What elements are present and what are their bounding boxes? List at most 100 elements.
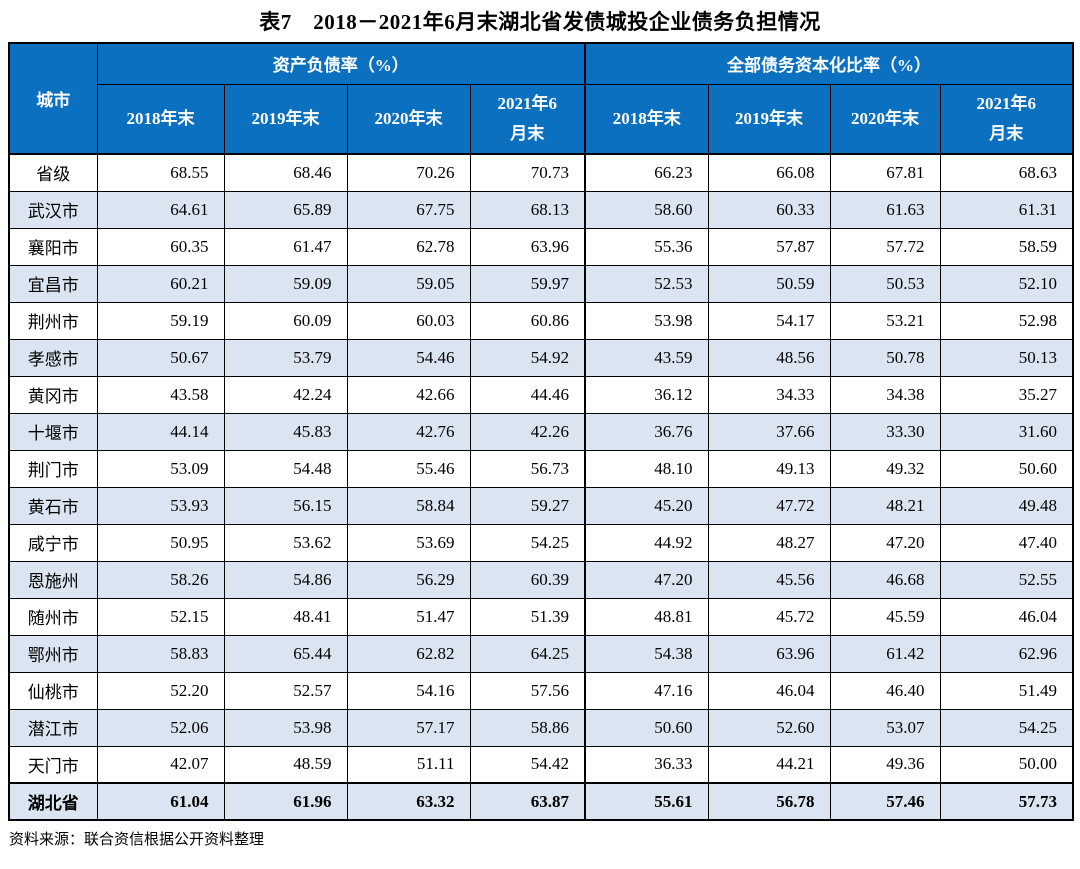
- value-cell: 58.83: [96, 634, 225, 673]
- table-row: 省级 68.55 68.46 70.26 70.73 66.23 66.08 67.81 68.…: [8, 153, 1074, 192]
- value-cell: 36.12: [584, 375, 709, 414]
- value-cell: 51.47: [346, 597, 471, 636]
- value-cell: 54.25: [939, 708, 1074, 747]
- value-cell: 55.36: [584, 227, 709, 266]
- value-cell: 68.13: [469, 190, 586, 229]
- value-cell: 50.95: [96, 523, 225, 562]
- value-cell: 58.84: [346, 486, 471, 525]
- table-row: 荆门市 53.09 54.48 55.46 56.73 48.10 49.13 49.32 50…: [8, 449, 1074, 488]
- value-cell: 60.86: [469, 301, 586, 340]
- value-cell: 53.79: [223, 338, 348, 377]
- value-cell: 36.76: [584, 412, 709, 451]
- value-cell: 65.89: [223, 190, 348, 229]
- year-header-cell: 2019年末: [707, 83, 831, 155]
- debt-burden-table: 城市 资产负债率（%） 全部债务资本化比率（%） 2018年末 2019年末 2…: [8, 42, 1074, 821]
- value-cell: 57.87: [707, 227, 831, 266]
- value-cell: 48.21: [829, 486, 941, 525]
- value-cell: 53.69: [346, 523, 471, 562]
- value-cell: 54.42: [469, 745, 586, 784]
- year-header-cell: 2018年末: [584, 83, 709, 155]
- value-cell: 51.11: [346, 745, 471, 784]
- value-cell: 46.04: [939, 597, 1074, 636]
- value-cell: 44.46: [469, 375, 586, 414]
- table-row: 湖北省 61.04 61.96 63.32 63.87 55.61 56.78 57.46 57…: [8, 782, 1074, 821]
- value-cell: 61.96: [223, 782, 348, 821]
- value-cell: 48.10: [584, 449, 709, 488]
- value-cell: 48.27: [707, 523, 831, 562]
- city-cell: 黄冈市: [8, 375, 98, 414]
- value-cell: 66.08: [707, 153, 831, 192]
- city-cell: 省级: [8, 153, 98, 192]
- value-cell: 53.93: [96, 486, 225, 525]
- table-row: 宜昌市 60.21 59.09 59.05 59.97 52.53 50.59 50.53 52…: [8, 264, 1074, 303]
- value-cell: 36.33: [584, 745, 709, 784]
- year-header-cell: 2021年6 月末: [939, 83, 1074, 155]
- value-cell: 47.20: [584, 560, 709, 599]
- value-cell: 50.59: [707, 264, 831, 303]
- table-title: 表7 2018－2021年6月末湖北省发债城投企业债务负担情况: [259, 10, 821, 34]
- value-cell: 61.47: [223, 227, 348, 266]
- year-header-cell: 2019年末: [223, 83, 348, 155]
- city-cell: 十堰市: [8, 412, 98, 451]
- value-cell: 44.21: [707, 745, 831, 784]
- value-cell: 54.92: [469, 338, 586, 377]
- value-cell: 42.76: [346, 412, 471, 451]
- value-cell: 56.15: [223, 486, 348, 525]
- value-cell: 54.48: [223, 449, 348, 488]
- value-cell: 58.59: [939, 227, 1074, 266]
- table-row: 武汉市 64.61 65.89 67.75 68.13 58.60 60.33 61.63 61…: [8, 190, 1074, 229]
- city-cell: 鄂州市: [8, 634, 98, 673]
- value-cell: 52.20: [96, 671, 225, 710]
- table-header: 城市 资产负债率（%） 全部债务资本化比率（%） 2018年末 2019年末 2…: [8, 42, 1074, 155]
- city-header-cell: 城市: [8, 42, 98, 155]
- value-cell: 58.26: [96, 560, 225, 599]
- city-cell: 宜昌市: [8, 264, 98, 303]
- value-cell: 59.19: [96, 301, 225, 340]
- value-cell: 42.66: [346, 375, 471, 414]
- value-cell: 63.87: [469, 782, 586, 821]
- value-cell: 59.27: [469, 486, 586, 525]
- city-cell: 湖北省: [8, 782, 98, 821]
- value-cell: 64.25: [469, 634, 586, 673]
- value-cell: 63.96: [707, 634, 831, 673]
- group-header-debt-capitalization-ratio: 全部债务资本化比率（%）: [584, 42, 1074, 85]
- table-row: 黄冈市 43.58 42.24 42.66 44.46 36.12 34.33 34.38 35…: [8, 375, 1074, 414]
- value-cell: 60.33: [707, 190, 831, 229]
- value-cell: 42.24: [223, 375, 348, 414]
- value-cell: 53.21: [829, 301, 941, 340]
- city-cell: 恩施州: [8, 560, 98, 599]
- value-cell: 54.38: [584, 634, 709, 673]
- city-cell: 荆门市: [8, 449, 98, 488]
- table-row: 鄂州市 58.83 65.44 62.82 64.25 54.38 63.96 61.42 62…: [8, 634, 1074, 673]
- value-cell: 60.39: [469, 560, 586, 599]
- value-cell: 45.59: [829, 597, 941, 636]
- value-cell: 50.53: [829, 264, 941, 303]
- table-row: 天门市 42.07 48.59 51.11 54.42 36.33 44.21 49.36 50…: [8, 745, 1074, 784]
- value-cell: 62.96: [939, 634, 1074, 673]
- value-cell: 43.59: [584, 338, 709, 377]
- table-row: 十堰市 44.14 45.83 42.76 42.26 36.76 37.66 33.30 31…: [8, 412, 1074, 451]
- value-cell: 49.48: [939, 486, 1074, 525]
- value-cell: 61.42: [829, 634, 941, 673]
- value-cell: 37.66: [707, 412, 831, 451]
- city-cell: 黄石市: [8, 486, 98, 525]
- value-cell: 52.57: [223, 671, 348, 710]
- city-cell: 潜江市: [8, 708, 98, 747]
- value-cell: 55.61: [584, 782, 709, 821]
- value-cell: 57.56: [469, 671, 586, 710]
- value-cell: 47.72: [707, 486, 831, 525]
- table-row: 襄阳市 60.35 61.47 62.78 63.96 55.36 57.87 57.72 58…: [8, 227, 1074, 266]
- value-cell: 60.21: [96, 264, 225, 303]
- city-cell: 随州市: [8, 597, 98, 636]
- table-row: 黄石市 53.93 56.15 58.84 59.27 45.20 47.72 48.21 49…: [8, 486, 1074, 525]
- value-cell: 59.09: [223, 264, 348, 303]
- value-cell: 42.07: [96, 745, 225, 784]
- value-cell: 53.98: [223, 708, 348, 747]
- value-cell: 52.15: [96, 597, 225, 636]
- value-cell: 49.36: [829, 745, 941, 784]
- value-cell: 47.16: [584, 671, 709, 710]
- value-cell: 54.17: [707, 301, 831, 340]
- value-cell: 52.55: [939, 560, 1074, 599]
- value-cell: 61.63: [829, 190, 941, 229]
